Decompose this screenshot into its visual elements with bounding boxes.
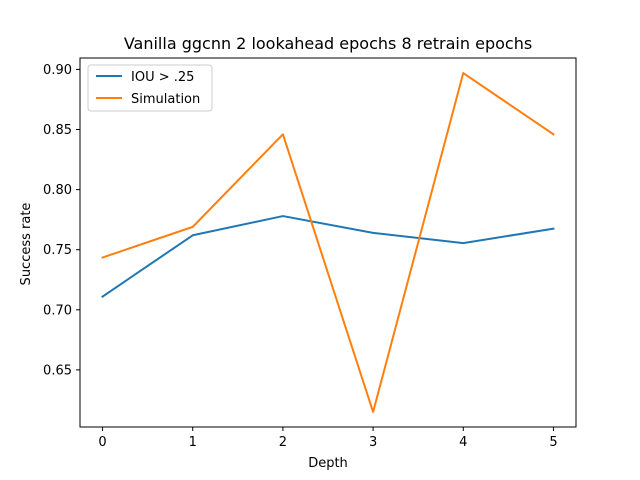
x-axis-title: Depth <box>308 456 348 471</box>
y-tick-label: 0.90 <box>43 63 72 78</box>
y-tick-label: 0.65 <box>43 363 72 378</box>
legend: IOU > .25 Simulation <box>87 64 213 112</box>
legend-label-0: IOU > .25 <box>131 70 194 85</box>
y-tick-label: 0.75 <box>43 243 72 258</box>
x-tick-label: 0 <box>98 435 106 450</box>
x-tick-label: 2 <box>279 435 287 450</box>
legend-label-1: Simulation <box>131 92 200 107</box>
x-tick-label: 1 <box>189 435 197 450</box>
axes-frame <box>79 57 577 428</box>
plot-area: 0 1 2 3 4 5 0.65 0.70 0.75 0.80 0.85 0.90 <box>43 57 577 450</box>
x-tick-label: 3 <box>369 435 377 450</box>
series-line-1 <box>101 72 555 413</box>
series-line-0 <box>101 215 555 298</box>
y-tick-label: 0.80 <box>43 183 72 198</box>
x-tick-label: 4 <box>459 435 467 450</box>
y-axis-title: Success rate <box>19 203 34 286</box>
y-tick-label: 0.70 <box>43 303 72 318</box>
y-tick-label: 0.85 <box>43 123 72 138</box>
chart-title: Vanilla ggcnn 2 lookahead epochs 8 retra… <box>124 34 532 53</box>
x-tick-label: 5 <box>549 435 557 450</box>
